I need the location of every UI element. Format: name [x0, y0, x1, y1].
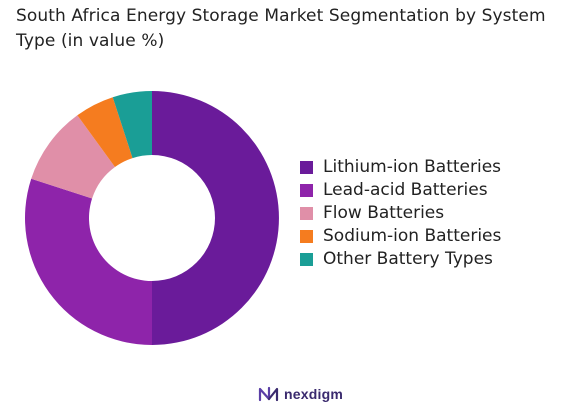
- donut-slice-sodium-ion-batteries: [77, 97, 133, 168]
- brand-logo: nexdigm: [258, 385, 343, 403]
- legend-label: Sodium-ion Batteries: [323, 226, 502, 246]
- legend-label: Lead-acid Batteries: [323, 180, 488, 200]
- brand-name: nexdigm: [284, 386, 343, 402]
- legend-swatch: [300, 206, 313, 220]
- legend-swatch: [300, 229, 313, 243]
- legend-item: Lithium-ion Batteries: [300, 156, 501, 178]
- legend-item: Other Battery Types: [300, 248, 501, 270]
- legend-item: Flow Batteries: [300, 202, 501, 224]
- legend-item: Sodium-ion Batteries: [300, 225, 501, 247]
- legend-item: Lead-acid Batteries: [300, 179, 501, 201]
- legend-label: Flow Batteries: [323, 203, 445, 223]
- nexdigm-logo-icon: [258, 386, 279, 402]
- legend-label: Other Battery Types: [323, 249, 493, 269]
- donut-slice-other-battery-types: [112, 91, 152, 159]
- donut-slice-lithium-ion-batteries: [152, 91, 279, 345]
- donut-slices: [24, 91, 279, 345]
- chart-title: South Africa Energy Storage Market Segme…: [16, 6, 546, 51]
- legend-swatch: [300, 183, 313, 197]
- donut-slice-flow-batteries: [31, 115, 115, 199]
- chart-legend: Lithium-ion Batteries Lead-acid Batteries…: [300, 156, 501, 270]
- legend-swatch: [300, 252, 313, 266]
- legend-label: Lithium-ion Batteries: [323, 157, 502, 177]
- legend-swatch: [300, 160, 313, 174]
- donut-slice-lead-acid-batteries: [24, 178, 153, 345]
